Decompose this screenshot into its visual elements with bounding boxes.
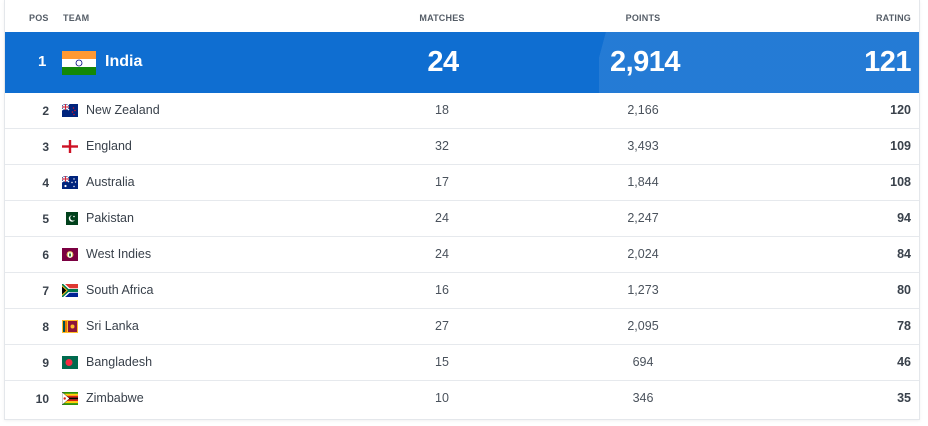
row-matches: 24 [435,247,449,261]
row-team[interactable]: Sri Lanka [86,319,139,333]
table-row[interactable]: 7 South Africa 16 1,273 80 [5,273,919,309]
row-team[interactable]: West Indies [86,247,152,261]
row-team[interactable]: Zimbabwe [86,391,144,405]
row-rating: 35 [897,391,911,405]
row-team[interactable]: South Africa [86,283,154,297]
row-matches: 10 [435,391,449,405]
row-points: 2,914 [609,46,681,78]
row-points: 694 [632,355,654,369]
header-points: POINTS [625,13,661,23]
row-team[interactable]: Bangladesh [86,355,153,369]
india-flag-icon [62,51,96,75]
row-pos: 4 [42,176,49,190]
row-matches: 24 [435,211,449,225]
bangladesh-flag-icon [62,356,78,369]
row-pos: 7 [42,284,49,298]
row-pos: 5 [42,212,49,226]
row-pos: 2 [42,104,49,118]
row-rating: 94 [897,211,911,225]
row-matches: 32 [435,139,449,153]
table-row[interactable]: 5 Pakistan 24 2,247 94 [5,201,919,237]
row-rating: 120 [890,103,911,117]
west-indies-flag-icon [62,248,78,261]
table-row[interactable]: 4 Australia 17 1,844 108 [5,165,919,201]
row-points: 2,247 [627,211,659,225]
header-matches: MATCHES [419,13,465,23]
row-points: 1,844 [627,175,659,189]
row-pos: 8 [42,320,49,334]
row-rating: 46 [897,355,911,369]
row-points: 346 [632,391,654,405]
pakistan-flag-icon [62,212,78,225]
header-team: TEAM [63,13,90,23]
table-header: POS TEAM MATCHES POINTS RATING [5,0,919,32]
row-points: 2,166 [627,103,659,117]
header-rating: RATING [875,13,911,23]
row-pos: 6 [42,248,49,262]
row-rating: 78 [897,319,911,333]
row-matches: 18 [435,103,449,117]
row-pos: 3 [42,140,49,154]
row-team[interactable]: India [105,53,143,70]
row-rating: 84 [897,247,911,261]
row-pos: 10 [35,392,49,406]
rankings-table: POS TEAM MATCHES POINTS RATING 1 India 2… [4,0,920,420]
zimbabwe-flag-icon [62,392,78,405]
row-pos: 1 [38,53,47,70]
table-row[interactable]: 3 England 32 3,493 109 [5,129,919,165]
table-row[interactable]: 8 Sri Lanka 27 2,095 78 [5,309,919,345]
table-row[interactable]: 6 West Indies 24 2,024 84 [5,237,919,273]
row-matches: 15 [435,355,449,369]
south-africa-flag-icon [62,284,78,297]
row-matches: 24 [427,46,459,78]
row-team[interactable]: Pakistan [86,211,134,225]
table-row[interactable]: 2 New Zealand 18 2,166 120 [5,93,919,129]
australia-flag-icon [62,176,78,189]
row-points: 1,273 [627,283,659,297]
header-pos: POS [29,13,49,23]
row-team[interactable]: England [86,139,132,153]
table-row-leader[interactable]: 1 India 24 2,914 121 [5,32,919,93]
row-rating: 80 [897,283,911,297]
row-rating: 121 [864,46,911,78]
row-team[interactable]: New Zealand [86,103,160,117]
row-team[interactable]: Australia [86,175,135,189]
row-points: 2,024 [627,247,659,261]
row-rating: 109 [890,139,911,153]
row-points: 2,095 [627,319,659,333]
row-pos: 9 [42,356,49,370]
england-flag-icon [62,140,78,153]
table-row[interactable]: 9 Bangladesh 15 694 46 [5,345,919,381]
row-matches: 17 [435,175,449,189]
row-rating: 108 [890,175,911,189]
row-matches: 16 [435,283,449,297]
sri-lanka-flag-icon [62,320,78,333]
table-row[interactable]: 10 Zimbabwe 10 346 35 [5,381,919,417]
new-zealand-flag-icon [62,104,78,117]
row-points: 3,493 [627,139,659,153]
row-matches: 27 [435,319,449,333]
